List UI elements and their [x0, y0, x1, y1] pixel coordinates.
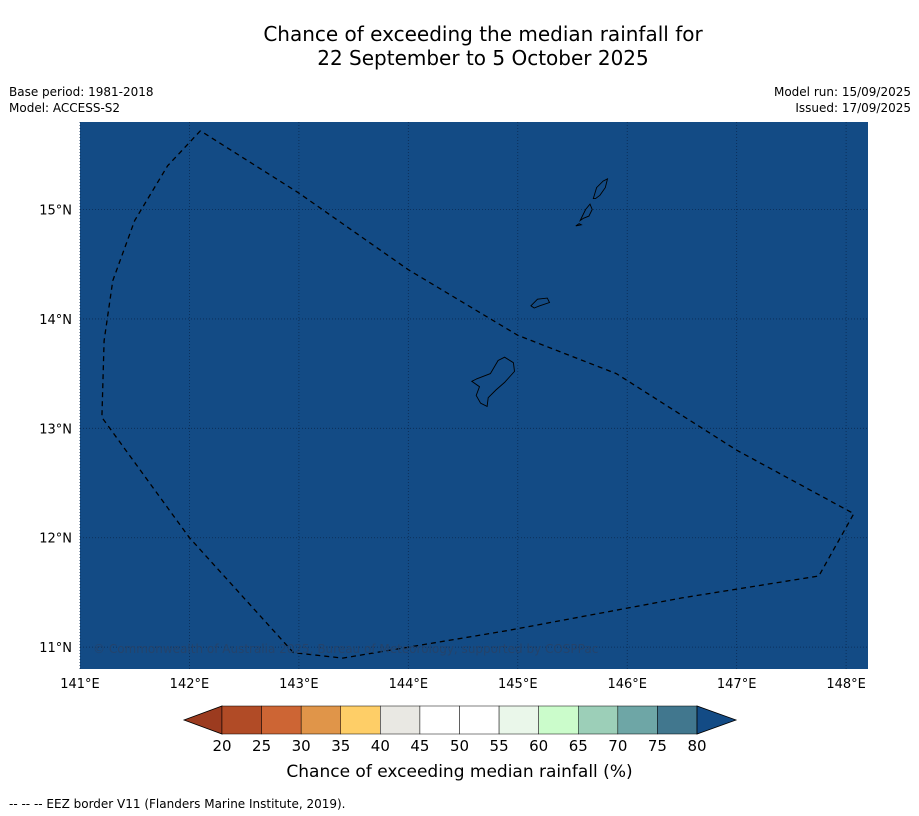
meta-right: Model run: 15/09/2025 Issued: 17/09/2025 [774, 84, 911, 116]
colorbar-tick-label: 35 [331, 737, 350, 755]
island-rota [530, 297, 551, 309]
island-aguijan [575, 223, 583, 227]
lat-tick-label: 15°N [39, 204, 72, 219]
colorbar-tick-label: 25 [252, 737, 271, 755]
colorbar-segment [657, 705, 698, 735]
lon-tick-label: 144°E [389, 677, 429, 692]
lat-tick-label: 13°N [39, 422, 72, 437]
lat-tick-label: 14°N [39, 313, 72, 328]
colorbar-tick-label: 55 [490, 737, 509, 755]
colorbar-tick-label: 50 [450, 737, 469, 755]
colorbar-segment [459, 705, 500, 735]
colorbar: 20 25 30 35 40 45 50 55 60 65 70 75 80 [182, 705, 738, 755]
meta-left: Base period: 1981-2018 Model: ACCESS-S2 [9, 84, 154, 116]
colorbar-tick-label: 45 [410, 737, 429, 755]
chart-title: Chance of exceeding the median rainfall … [0, 22, 919, 70]
map-figure: © Commonwealth of Australia 2025, Bureau… [39, 122, 868, 755]
colorbar-segment [578, 705, 619, 735]
colorbar-label: Chance of exceeding median rainfall (%) [286, 762, 633, 782]
issued-date: Issued: 17/09/2025 [795, 101, 911, 115]
colorbar-segment [538, 705, 579, 735]
colorbar-segment [498, 705, 539, 735]
eez-border [101, 130, 855, 659]
lon-tick-label: 148°E [826, 677, 866, 692]
colorbar-tick-label: 20 [212, 737, 231, 755]
colorbar-under-arrow [182, 705, 223, 735]
copyright-text: © Commonwealth of Australia 2025, Bureau… [93, 642, 598, 656]
lon-tick-label: 146°E [607, 677, 647, 692]
colorbar-tick-label: 40 [371, 737, 390, 755]
lat-tick-label: 12°N [39, 532, 72, 547]
colorbar-segment [617, 705, 658, 735]
title-line-1: Chance of exceeding the median rainfall … [263, 22, 703, 46]
lon-tick-labels: 141°E 142°E 143°E 144°E 145°E 146°E 147°E 148°E [60, 677, 866, 692]
lat-tick-labels: 15°N 14°N 13°N 12°N 11°N [39, 204, 72, 657]
footnote: -- -- -- EEZ border V11 (Flanders Marine… [9, 797, 346, 811]
colorbar-segment [340, 705, 381, 735]
colorbar-tick-label: 70 [608, 737, 627, 755]
map-region-fill [80, 122, 868, 669]
lat-tick-label: 11°N [39, 641, 72, 656]
colorbar-segment [300, 705, 341, 735]
colorbar-tick-label: 60 [529, 737, 548, 755]
island-saipan [592, 178, 609, 200]
islands [470, 178, 609, 408]
model-run: Model run: 15/09/2025 [773, 85, 911, 99]
colorbar-over-arrow [696, 705, 738, 735]
island-guam [470, 356, 515, 408]
colorbar-segment [221, 705, 262, 735]
colorbar-segment [380, 705, 421, 735]
lon-tick-label: 143°E [279, 677, 319, 692]
colorbar-tick-label: 30 [292, 737, 311, 755]
lon-tick-label: 141°E [60, 677, 100, 692]
title-line-2: 22 September to 5 October 2025 [317, 46, 649, 70]
colorbar-tick-label: 65 [569, 737, 588, 755]
island-tinian [579, 203, 593, 222]
colorbar-tick-label: 80 [687, 737, 706, 755]
lon-tick-label: 147°E [717, 677, 757, 692]
colorbar-tick-label: 75 [648, 737, 667, 755]
graticule [79, 122, 868, 669]
base-period: Base period: 1981-2018 [9, 85, 154, 99]
lon-tick-label: 145°E [498, 677, 538, 692]
colorbar-segment [419, 705, 460, 735]
model-name: Model: ACCESS-S2 [9, 101, 121, 115]
lon-tick-label: 142°E [170, 677, 210, 692]
colorbar-segment [261, 705, 302, 735]
